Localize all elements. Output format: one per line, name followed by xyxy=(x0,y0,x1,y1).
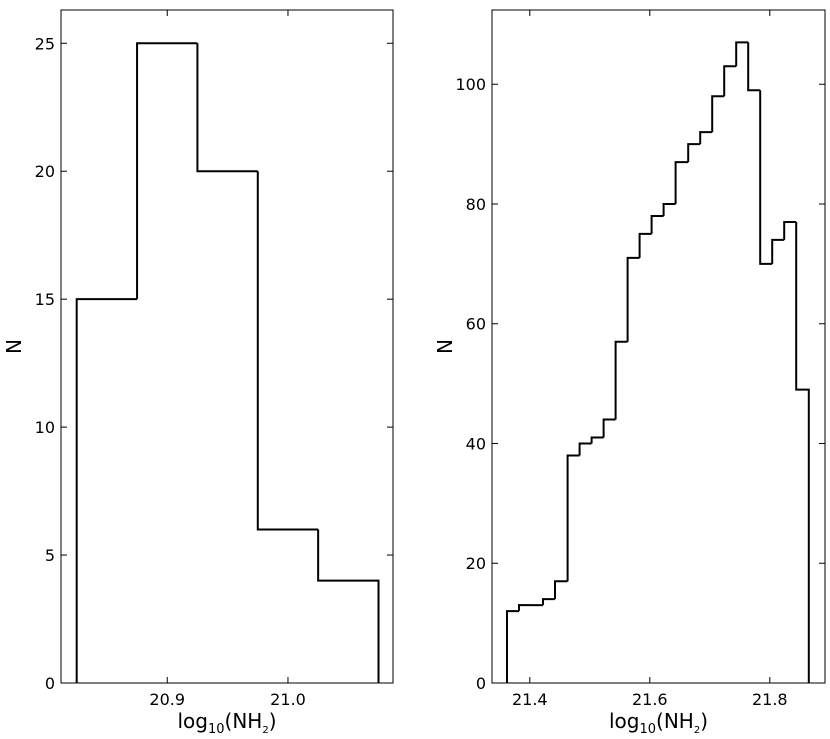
x-axis-label-part: ) xyxy=(700,709,708,733)
x-tick-label: 21.6 xyxy=(632,690,668,709)
x-axis-label-part: 2 xyxy=(694,725,700,736)
histogram-bin xyxy=(711,95,725,133)
histogram-bin xyxy=(75,298,138,683)
histogram-bin xyxy=(614,340,628,420)
histogram-bin xyxy=(136,42,198,300)
histogram-bin xyxy=(747,42,761,92)
y-tick-label: 20 xyxy=(35,162,55,181)
y-tick-label: 5 xyxy=(45,546,55,565)
x-tick-label: 21.4 xyxy=(512,690,548,709)
histogram-bin xyxy=(256,171,319,531)
x-axis-label-part: 2 xyxy=(262,725,268,736)
x-axis-label: log10(NH2) xyxy=(609,709,708,737)
histogram-bin xyxy=(590,436,604,444)
histogram-bin xyxy=(638,232,652,258)
x-axis-label-part: (N xyxy=(225,709,248,733)
x-axis-label-part: log xyxy=(609,709,640,733)
y-tick-label: 40 xyxy=(466,434,486,453)
histogram-bin xyxy=(566,454,580,582)
x-axis-label-part: log xyxy=(177,709,208,733)
histogram-bin xyxy=(650,214,664,234)
histogram-bin xyxy=(578,442,592,456)
histogram-bin xyxy=(518,604,531,612)
y-tick-label: 80 xyxy=(466,195,486,214)
x-tick-label: 21.0 xyxy=(270,690,306,709)
x-tick-label: 21.8 xyxy=(752,690,788,709)
histogram-bin xyxy=(735,41,749,67)
x-axis-label-part: H xyxy=(247,709,262,733)
histogram-bin xyxy=(626,256,640,342)
x-axis-label-part: ) xyxy=(269,709,277,733)
histogram-bin xyxy=(662,202,676,216)
x-axis-label: log10(NH2) xyxy=(177,709,276,737)
histogram-bin xyxy=(674,161,689,204)
histogram-bin xyxy=(542,598,555,606)
y-tick-label: 10 xyxy=(35,418,55,437)
histogram-bin xyxy=(699,131,713,145)
x-axis-label-part: H xyxy=(679,709,694,733)
histogram-bin xyxy=(723,65,737,97)
y-tick-label: 15 xyxy=(35,290,55,309)
y-tick-label: 60 xyxy=(466,315,486,334)
histogram-bin xyxy=(771,238,785,264)
y-tick-label: 25 xyxy=(35,34,55,53)
histogram-bin xyxy=(554,580,568,600)
y-axis-label: N xyxy=(433,339,457,354)
y-axis-label: N xyxy=(2,339,26,354)
histogram-bin xyxy=(602,418,616,438)
x-tick-label: 20.9 xyxy=(149,690,185,709)
histogram-bin xyxy=(317,529,380,683)
histogram-bin xyxy=(196,43,258,173)
x-axis-label-part: (N xyxy=(656,709,679,733)
histogram-bin xyxy=(506,610,519,683)
x-axis-label-part: 10 xyxy=(208,722,225,737)
histogram-bin xyxy=(795,221,810,683)
y-tick-label: 100 xyxy=(455,75,486,94)
axes-frame xyxy=(491,9,826,684)
histogram-bin xyxy=(783,220,797,240)
axes-frame xyxy=(60,9,394,684)
y-tick-label: 0 xyxy=(45,674,55,693)
x-axis-label-part: 10 xyxy=(639,722,656,737)
histogram-bin xyxy=(759,90,773,265)
y-tick-label: 0 xyxy=(476,674,486,693)
histogram-bin xyxy=(687,143,701,163)
y-tick-label: 20 xyxy=(466,554,486,573)
subplot: 0 20 40 60 80 100 21.4 21.6 21.8 log10(NH2) N xyxy=(433,9,826,737)
